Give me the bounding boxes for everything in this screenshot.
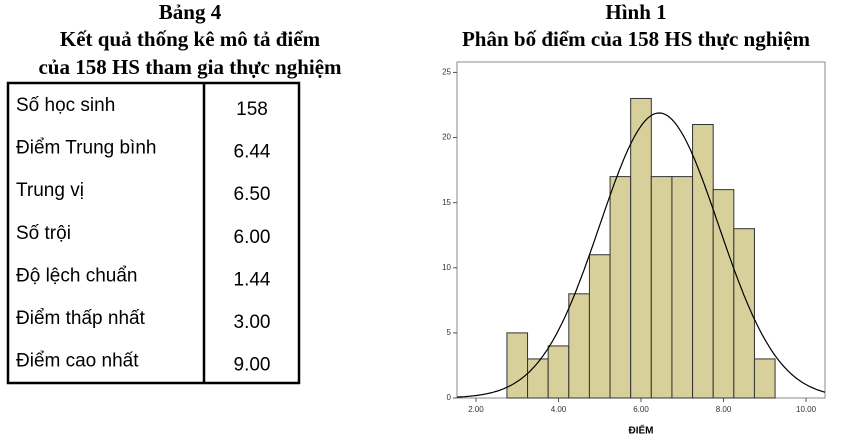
x-tick-label: 2.00 [468,405,484,414]
row-label: Điểm thấp nhất [16,308,146,329]
bar [609,176,632,399]
row-label: Số trội [16,223,71,244]
bar [650,176,673,399]
bar [630,97,652,399]
bar [547,345,570,399]
bar [692,124,714,399]
table-title: Kết quả thống kê mô tả điểm [60,27,321,51]
x-tick-label: 8.00 [716,405,732,414]
table-title: của 158 HS tham gia thực nghiệm [38,55,342,79]
row-value: 1.44 [234,269,271,290]
normal-curve [456,112,826,398]
row-label: Số học sinh [16,95,115,116]
row-value: 158 [236,99,268,120]
bar [753,358,776,399]
bar [712,189,735,399]
y-tick-label: 20 [442,133,451,142]
table-caption: Bảng 4 [159,0,222,24]
row-label: Điểm cao nhất [16,351,139,372]
y-tick-label: 0 [447,393,452,402]
x-axis-label: ĐIỂM [629,424,654,437]
row-value: 6.00 [234,227,271,248]
bar [733,228,755,399]
y-tick-label: 10 [442,263,451,272]
row-value: 3.00 [234,312,271,333]
x-tick-label: 10.00 [796,405,817,414]
bar [671,176,694,399]
bar [568,293,590,399]
y-tick-label: 25 [442,68,451,77]
bar [527,358,549,399]
x-tick-label: 4.00 [551,405,567,414]
table-border [6,81,301,385]
y-tick-label: 5 [447,328,452,337]
x-tick-label: 6.00 [633,405,649,414]
bar [588,254,611,399]
bar [506,332,529,399]
row-value: 6.50 [234,184,271,205]
row-label: Trung vị [16,180,84,201]
row-value: 9.00 [234,355,271,376]
y-tick-label: 15 [442,198,451,207]
chart-title: Phân bố điểm của 158 HS thực nghiệm [462,27,811,51]
row-label: Độ lệch chuẩn [16,265,137,286]
row-label: Điểm Trung bình [16,138,156,159]
chart-caption: Hình 1 [605,0,666,24]
row-value: 6.44 [234,142,271,163]
